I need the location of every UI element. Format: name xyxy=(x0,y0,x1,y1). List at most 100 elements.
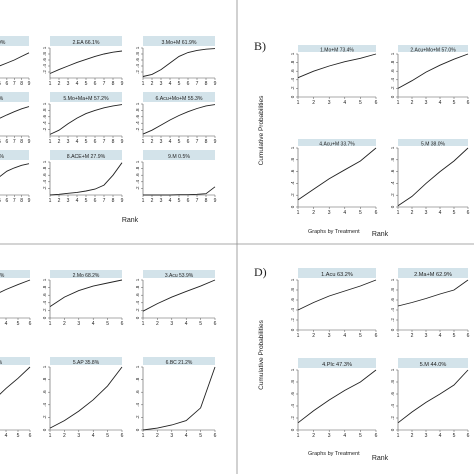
x-tick-label: 2 xyxy=(312,100,315,106)
subplot-header-strip xyxy=(0,357,30,365)
y-tick-label: .8 xyxy=(290,288,295,292)
x-tick-label: 6 xyxy=(214,321,217,327)
y-tick-label: .2 xyxy=(135,70,140,74)
y-tick-label: .4 xyxy=(290,404,295,408)
y-tick-label: .8 xyxy=(290,380,295,384)
x-tick-label: 2 xyxy=(63,321,66,327)
y-tick-label: .4 xyxy=(135,300,140,304)
x-tick-label: 5 xyxy=(178,198,181,204)
x-tick-label: 4 xyxy=(185,321,188,327)
x-tick-label: 4 xyxy=(76,139,79,145)
subplot-header-strip xyxy=(143,357,215,365)
x-tick-label: 2 xyxy=(156,433,159,439)
y-tick-label: .8 xyxy=(135,52,140,56)
cumulative-probability-line xyxy=(49,279,123,307)
y-tick-label: .2 xyxy=(390,193,395,197)
subplot-title: 3.Acu 53.9% xyxy=(165,273,194,279)
x-tick-label: 7 xyxy=(13,81,16,87)
y-tick-label: .4 xyxy=(390,404,395,408)
x-tick-label: 6 xyxy=(121,321,124,327)
x-tick-label: 6 xyxy=(467,333,470,339)
subplot-header-strip xyxy=(0,150,29,160)
x-tick-label: 2 xyxy=(58,198,61,204)
x-tick-label: 9 xyxy=(28,81,31,87)
x-tick-label: 6 xyxy=(467,100,470,106)
subplot: 8.ACE+M 27.9%1 2 3 4 5 6 7 8 9.2.4.6.81 xyxy=(42,150,124,204)
y-tick-label: .2 xyxy=(42,127,47,131)
x-tick-label: 2 xyxy=(312,433,315,439)
y-tick-label: .4 xyxy=(135,121,140,125)
y-tick-label: .6 xyxy=(135,390,140,394)
y-tick-label: .6 xyxy=(135,173,140,177)
y-tick-label: .2 xyxy=(135,415,140,419)
y-tick-label: 0 xyxy=(290,205,295,208)
x-tick-label: 3 xyxy=(160,81,163,87)
y-tick-label: 0 xyxy=(135,316,140,319)
x-tick-label: 8 xyxy=(112,139,115,145)
x-tick-label: 1 xyxy=(142,198,145,204)
subplot-header-strip xyxy=(298,358,376,368)
x-tick-label: 4 xyxy=(439,100,442,106)
x-tick-label: 7 xyxy=(13,198,16,204)
x-tick-label: 4 xyxy=(185,433,188,439)
x-tick-label: 8 xyxy=(20,139,23,145)
y-tick-label: 1 xyxy=(135,278,140,281)
y-tick-label: .2 xyxy=(135,186,140,190)
cumulative-probability-line xyxy=(49,104,123,135)
subplot: 2.Ma+M 62.9% 1 2 3 4 5 6 0 .2 .4 .6 .8 1 xyxy=(390,268,470,339)
x-tick-label: 5 xyxy=(453,210,456,216)
subplot-header-strip xyxy=(298,268,376,278)
x-tick-label: 3 xyxy=(170,433,173,439)
y-tick-label: 1 xyxy=(290,368,295,371)
y-tick-label: .8 xyxy=(135,166,140,170)
y-tick-label: 1 xyxy=(390,368,395,371)
subplot-header-strip xyxy=(50,270,122,278)
x-tick-label: 8 xyxy=(205,198,208,204)
x-tick-label: 6 xyxy=(375,333,378,339)
y-axis-title: Cumulative Probabilities xyxy=(258,319,265,389)
x-tick-label: 9 xyxy=(121,139,124,145)
y-tick-label: .2 xyxy=(42,308,47,312)
subplot-title: 5.AP 35.8% xyxy=(73,360,100,366)
x-tick-label: 1 xyxy=(297,333,300,339)
x-tick-label: 5 xyxy=(178,139,181,145)
y-tick-label: 1 xyxy=(42,102,47,105)
x-tick-label: 2 xyxy=(151,198,154,204)
x-tick-label: 2 xyxy=(58,81,61,87)
subplot-header-strip xyxy=(398,268,468,278)
y-tick-label: .4 xyxy=(290,181,295,185)
y-tick-label: .2 xyxy=(135,127,140,131)
x-tick-label: 6 xyxy=(5,81,8,87)
x-tick-label: 5 xyxy=(85,198,88,204)
y-tick-label: 0 xyxy=(290,328,295,331)
x-tick-label: 1 xyxy=(49,198,52,204)
y-tick-label: 1 xyxy=(390,52,395,55)
y-tick-label: 1 xyxy=(290,52,295,55)
cumulative-probability-line xyxy=(142,48,216,77)
x-tick-label: 9 xyxy=(121,81,124,87)
x-tick-label: 2 xyxy=(411,433,414,439)
y-tick-label: 0 xyxy=(42,316,47,319)
x-tick-label: 6 xyxy=(94,198,97,204)
subplot-title: 2.EA 66.1% xyxy=(72,40,99,46)
y-tick-label: .8 xyxy=(42,285,47,289)
y-tick-label: .6 xyxy=(42,390,47,394)
y-tick-label: .4 xyxy=(42,179,47,183)
y-tick-label: 0 xyxy=(390,95,395,98)
y-tick-label: .6 xyxy=(42,114,47,118)
y-tick-label: .6 xyxy=(290,392,295,396)
subplot: 1.Mo+M 73.4% 1 2 3 4 5 6 0 .2 .4 .6 .8 1 xyxy=(290,45,378,106)
x-tick-label: 4 xyxy=(5,433,8,439)
y-tick-label: .2 xyxy=(390,416,395,420)
cumulative-probability-line xyxy=(397,279,469,307)
graphs-by-treatment-note: Graphs by Treatment xyxy=(308,451,360,457)
y-tick-label: .4 xyxy=(290,77,295,81)
y-tick-label: .8 xyxy=(42,377,47,381)
subplot-title: 9.M 0.5% xyxy=(168,154,190,160)
x-tick-label: 4 xyxy=(169,81,172,87)
x-tick-label: 5 xyxy=(17,321,20,327)
x-tick-label: 1 xyxy=(297,210,300,216)
x-tick-label: 6 xyxy=(214,433,217,439)
graphs-by-treatment-note: Graphs by Treatment xyxy=(308,229,360,235)
subplot-title: 5.M 44.0% xyxy=(420,362,447,368)
